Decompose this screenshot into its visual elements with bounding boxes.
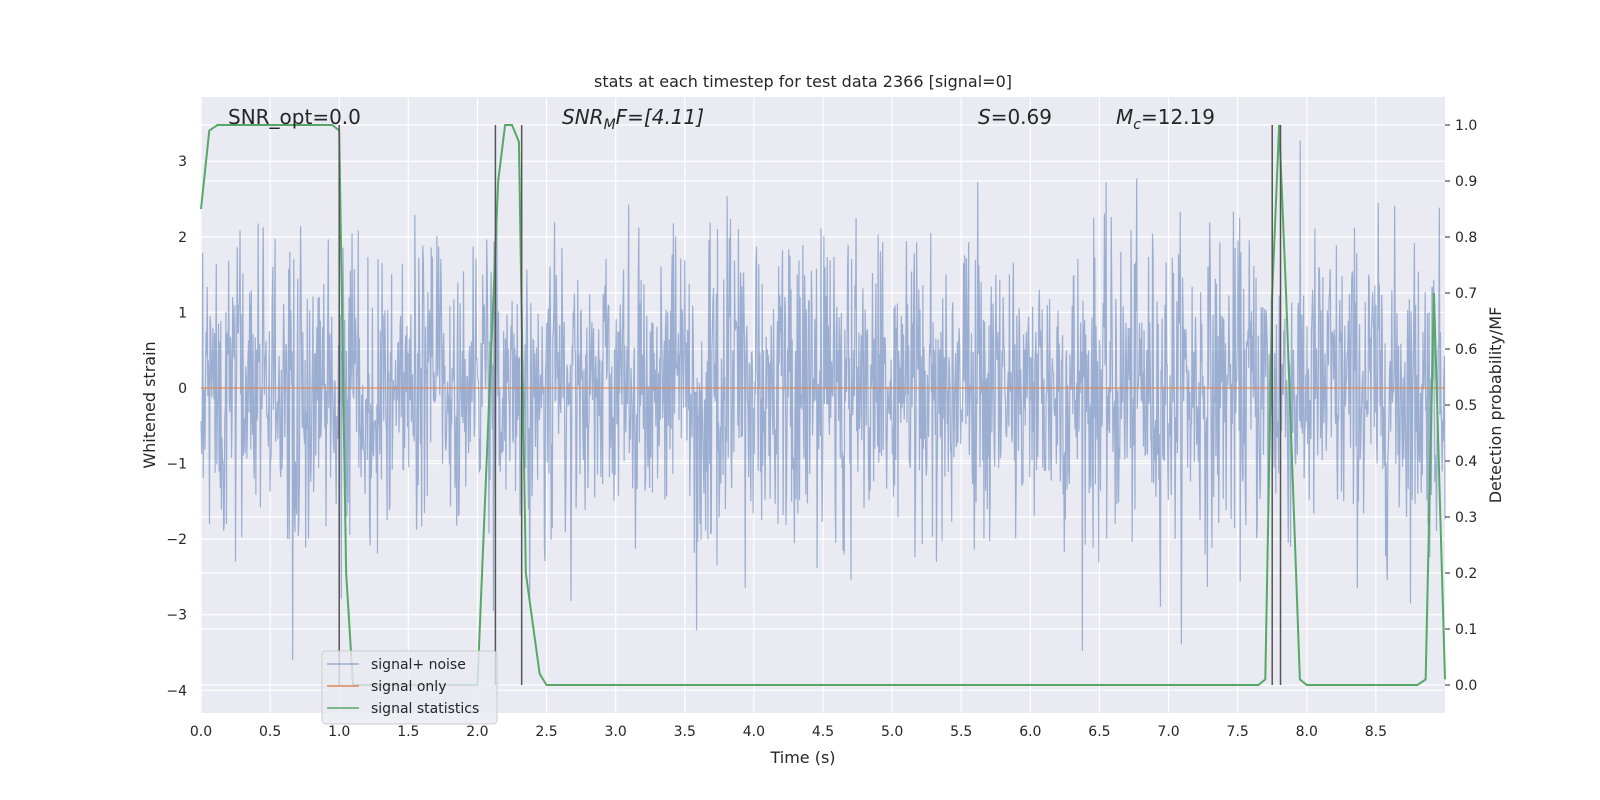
x-tick-label: 5.5	[950, 724, 972, 740]
x-tick-label: 2.5	[535, 724, 557, 740]
annotation-mc: Mc=12.19	[1116, 105, 1215, 133]
x-tick-label: 1.0	[328, 724, 350, 740]
x-tick-label: 6.5	[1088, 724, 1110, 740]
noise-line	[200, 140, 1446, 661]
legend-box	[321, 650, 498, 725]
chart-title: stats at each timestep for test data 236…	[594, 72, 1012, 91]
y2-tick-label: 0.7	[1455, 286, 1477, 302]
x-tick-label: 6.0	[1019, 724, 1041, 740]
legend-label-signal-noise: signal+ noise	[371, 657, 466, 673]
annotation-s: S=0.69	[978, 105, 1052, 129]
y2-axis-label: Detection probability/MF	[1486, 307, 1505, 504]
x-tick-label: 0.0	[190, 724, 212, 740]
y2-tick-label: 0.1	[1455, 622, 1477, 638]
x-tick-label: 5.0	[881, 724, 903, 740]
x-tick-label: 7.5	[1227, 724, 1249, 740]
y-tick-label: 3	[178, 154, 187, 170]
y2-tick-labels: 0.0 0.1 0.2 0.3 0.4 0.5 0.6 0.7 0.8 0.9 1.0	[1445, 118, 1477, 694]
y-tick-label: 0	[178, 381, 187, 397]
y-tick-labels: −4 −3 −2 −1 0 1 2 3	[166, 154, 187, 699]
y-tick-label: −4	[166, 683, 187, 699]
x-axis-label: Time (s)	[769, 748, 835, 767]
y2-tick-label: 0.2	[1455, 566, 1477, 582]
y2-tick-label: 0.8	[1455, 230, 1477, 246]
y-tick-label: 2	[178, 230, 187, 246]
annotation-snr-mf: SNRMF=[4.11]	[562, 105, 704, 133]
y-axis-label: Whitened strain	[140, 341, 159, 468]
y-tick-label: −2	[166, 532, 187, 548]
y2-tick-label: 0.9	[1455, 174, 1477, 190]
y2-tick-label: 0.4	[1455, 454, 1477, 470]
x-tick-label: 8.5	[1365, 724, 1387, 740]
x-tick-label: 3.5	[674, 724, 696, 740]
x-tick-labels: 0.0 0.5 1.0 1.5 2.0 2.5 3.0 3.5 4.0 4.5 5.0 5.5 6.0 6…	[190, 724, 1387, 740]
legend: signal+ noise signal only signal statist…	[321, 650, 498, 725]
y2-tick-label: 0.6	[1455, 342, 1477, 358]
y2-tick-label: 0.0	[1455, 678, 1477, 694]
x-tick-label: 1.5	[397, 724, 419, 740]
y-tick-label: 1	[178, 305, 187, 321]
vertical-markers	[338, 125, 1282, 685]
x-tick-label: 4.5	[812, 724, 834, 740]
x-tick-label: 0.5	[259, 724, 281, 740]
series-signal-noise	[200, 140, 1446, 661]
y2-tick-label: 1.0	[1455, 118, 1477, 134]
x-tick-label: 2.0	[466, 724, 488, 740]
y-tick-label: −3	[166, 608, 187, 624]
x-tick-label: 3.0	[605, 724, 627, 740]
x-tick-label: 7.0	[1157, 724, 1179, 740]
y2-tick-label: 0.3	[1455, 510, 1477, 526]
x-tick-label: 8.0	[1296, 724, 1318, 740]
x-tick-label: 4.0	[743, 724, 765, 740]
legend-label-signal-statistics: signal statistics	[371, 701, 479, 717]
annotation-snr-opt: SNR_opt=0.0	[228, 105, 361, 129]
y2-tick-label: 0.5	[1455, 398, 1477, 414]
legend-label-signal-only: signal only	[371, 679, 446, 695]
y-tick-label: −1	[166, 457, 187, 473]
